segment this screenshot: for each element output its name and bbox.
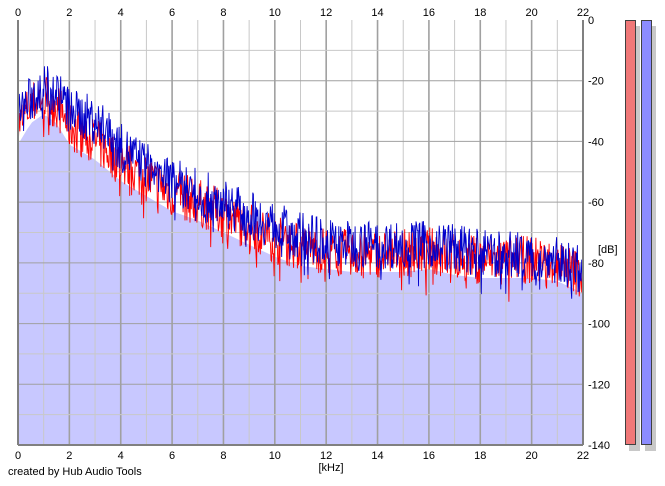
y-tick-label: 0 (588, 15, 594, 27)
x-tick-label-top: 0 (15, 7, 21, 19)
x-tick-label-bottom: 22 (577, 450, 589, 462)
series-line-left (17, 77, 584, 302)
x-tick-label-top: 18 (474, 7, 486, 19)
x-tick-label-bottom: 2 (66, 450, 72, 462)
x-tick-label-top: 16 (423, 7, 435, 19)
y-axis-label: [dB] (598, 244, 618, 256)
x-tick-label-top: 14 (371, 7, 383, 19)
x-tick-label-bottom: 16 (423, 450, 435, 462)
x-tick-label-top: 22 (577, 7, 589, 19)
y-tick-label: -120 (588, 379, 610, 391)
y-tick-label: -40 (588, 136, 604, 148)
y-tick-label: -100 (588, 319, 610, 331)
x-tick-label-bottom: 0 (15, 450, 21, 462)
y-tick-label: -80 (588, 258, 604, 270)
x-tick-label-bottom: 14 (371, 450, 383, 462)
left-level-meter (625, 20, 636, 445)
x-tick-label-top: 20 (526, 7, 538, 19)
x-tick-label-top: 10 (269, 7, 281, 19)
credit-text: created by Hub Audio Tools (8, 466, 142, 478)
right-level-meter (641, 20, 652, 445)
x-tick-label-top: 6 (169, 7, 175, 19)
x-axis-label: [kHz] (318, 462, 343, 474)
y-tick-label: -140 (588, 440, 610, 452)
x-tick-label-bottom: 8 (220, 450, 226, 462)
x-tick-label-bottom: 18 (474, 450, 486, 462)
x-tick-label-bottom: 6 (169, 450, 175, 462)
y-tick-label: -60 (588, 197, 604, 209)
x-tick-label-top: 4 (118, 7, 124, 19)
axes (17, 20, 584, 446)
x-tick-label-top: 2 (66, 7, 72, 19)
x-tick-label-bottom: 4 (118, 450, 124, 462)
tick-labels: 002244668810101212141416161818202022220-… (15, 7, 610, 462)
x-tick-label-bottom: 10 (269, 450, 281, 462)
series-line-right (17, 66, 584, 299)
x-tick-label-top: 12 (320, 7, 332, 19)
x-tick-label-bottom: 20 (526, 450, 538, 462)
x-tick-label-top: 8 (220, 7, 226, 19)
series-group (17, 66, 584, 302)
x-tick-label-bottom: 12 (320, 450, 332, 462)
y-tick-label: -20 (588, 76, 604, 88)
